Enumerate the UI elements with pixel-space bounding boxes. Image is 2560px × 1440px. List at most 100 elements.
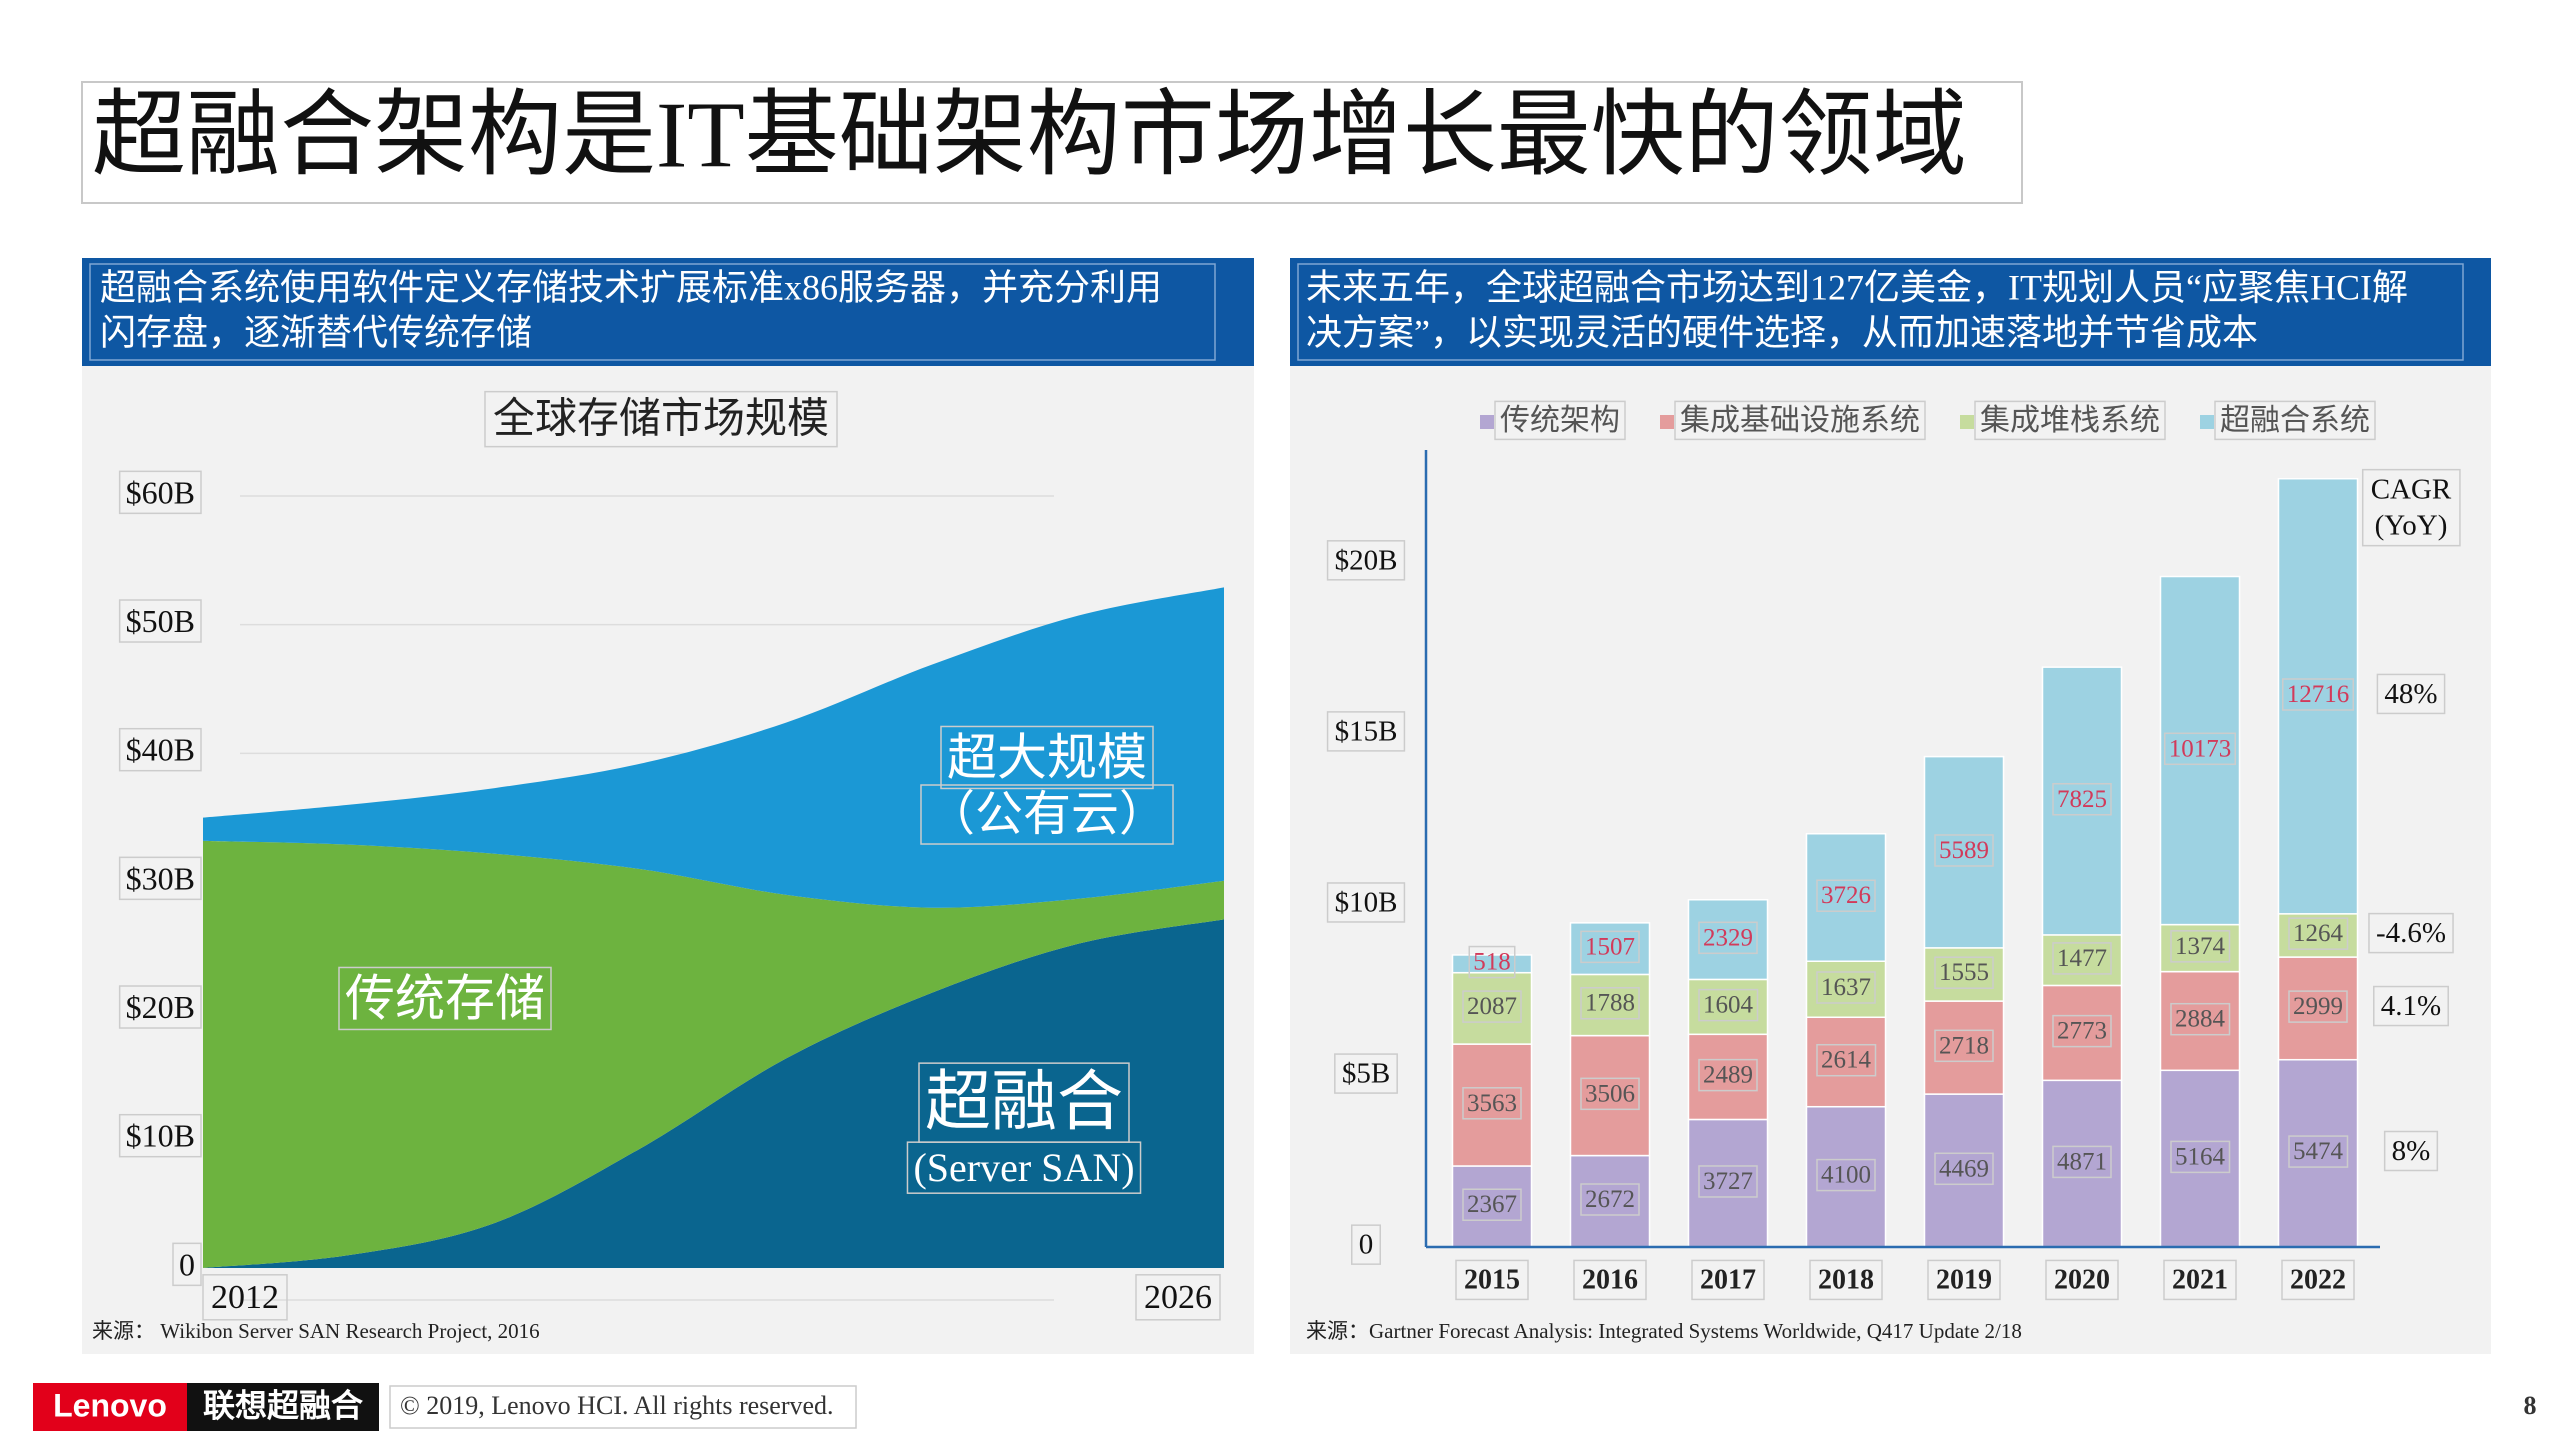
value-label: 7825 <box>2057 786 2107 813</box>
label-frame <box>1455 1259 1529 1301</box>
label-frame <box>1691 1259 1765 1301</box>
logo-brand-box <box>33 1383 187 1431</box>
legend-label: 传统架构 <box>1500 404 1620 437</box>
label-frame <box>2052 783 2112 816</box>
x-tick-label: 2012 <box>211 1279 279 1316</box>
label-frame <box>2170 1002 2231 1036</box>
bar-segment <box>1805 833 1887 963</box>
label-frame <box>1816 1043 1877 1077</box>
y-tick-label: $10B <box>1335 886 1398 918</box>
label-frame <box>1934 834 1994 867</box>
bar-segment <box>2159 1069 2241 1248</box>
label-frame <box>2383 1130 2439 1172</box>
label-frame <box>2045 1259 2119 1301</box>
bar-segment <box>1569 1034 1651 1157</box>
header-line: 未来五年，全球超融合市场达到127亿美金，IT规划人员“应聚焦HCI解 <box>1306 267 2408 307</box>
x-tick-label: 2018 <box>1818 1264 1874 1295</box>
bar-segment <box>1569 1154 1651 1248</box>
label-frame <box>2282 678 2354 711</box>
area <box>203 919 1224 1268</box>
label-frame <box>2163 1259 2237 1301</box>
x-tick-label: 2026 <box>1144 1279 1212 1316</box>
label-frame <box>2052 1014 2112 1048</box>
legend-label: 集成堆栈系统 <box>1980 404 2160 437</box>
label-frame <box>118 470 202 515</box>
page-number: 8 <box>2524 1391 2537 1420</box>
value-label: 1477 <box>2057 945 2107 972</box>
label-frame <box>1698 988 1759 1022</box>
title-box <box>81 81 2023 204</box>
label-frame <box>202 1274 288 1321</box>
area <box>203 587 1224 908</box>
x-tick-label: 2019 <box>1936 1264 1992 1295</box>
label-frame <box>2170 930 2231 963</box>
value-label: 2489 <box>1703 1062 1753 1089</box>
value-label: 2773 <box>2057 1018 2107 1045</box>
cagr-title: CAGR <box>2371 474 2452 506</box>
value-label: 5474 <box>2293 1138 2344 1165</box>
value-label: 1788 <box>1585 990 1635 1017</box>
bar-segment <box>2159 970 2241 1072</box>
label-frame <box>1816 879 1876 912</box>
label-frame <box>1494 400 1626 441</box>
value-label: 3726 <box>1821 882 1871 909</box>
x-tick-label: 2022 <box>2290 1264 2346 1295</box>
cagr-label: 48% <box>2384 678 2437 710</box>
label-frame <box>1326 711 1406 752</box>
value-label: 2718 <box>1939 1032 1989 1059</box>
cagr-title: (YoY) <box>2375 510 2448 542</box>
label-frame <box>1580 1077 1640 1111</box>
label-frame <box>118 1113 202 1158</box>
cagr-label: 4.1% <box>2381 990 2441 1022</box>
series-label: 传统存储 <box>345 970 545 1026</box>
bar-segment <box>1569 973 1651 1037</box>
bar-segment <box>1805 960 1887 1019</box>
value-label: 2884 <box>2175 1006 2226 1033</box>
label-frame <box>2288 1135 2349 1168</box>
value-label: 4100 <box>1821 1162 1871 1189</box>
label-frame <box>1462 990 1522 1023</box>
bar-segment <box>1451 1043 1533 1167</box>
x-tick-label: 2020 <box>2054 1264 2110 1295</box>
header-line: 闪存盘，逐渐替代传统存储 <box>100 312 532 352</box>
y-tick-label: 0 <box>179 1246 195 1282</box>
cagr-label: -4.6% <box>2376 917 2446 949</box>
label-frame <box>2288 917 2349 950</box>
y-tick-label: $5B <box>1342 1058 1390 1090</box>
label-frame <box>2376 673 2446 715</box>
label-frame <box>1674 400 1926 441</box>
value-label: 2329 <box>1703 924 1753 951</box>
label-frame <box>1698 921 1758 955</box>
label-frame <box>2373 985 2449 1027</box>
legend-label: 集成基础设施系统 <box>1680 404 1920 437</box>
label-frame <box>1334 1053 1398 1094</box>
left-header <box>82 258 1254 366</box>
legend-swatch <box>1960 415 1974 429</box>
y-tick-label: $10B <box>126 1118 195 1154</box>
bar-segment <box>2041 666 2123 936</box>
label-frame <box>1934 1029 1994 1063</box>
series-label: 超融合 <box>925 1066 1123 1139</box>
label-frame <box>1816 971 1876 1004</box>
label-frame <box>906 1141 1142 1194</box>
label-frame <box>1934 956 1994 989</box>
label-frame <box>1351 1224 1381 1265</box>
copyright-box <box>389 1385 857 1429</box>
label-frame <box>338 966 552 1031</box>
y-tick-label: $30B <box>126 860 195 896</box>
y-tick-label: $40B <box>126 732 195 768</box>
slide-title: 超融合架构是IT基础架构市场增长最快的领域 <box>92 84 1967 188</box>
label-frame <box>1580 1183 1640 1216</box>
bar-segment <box>1451 1165 1533 1248</box>
bar-segment <box>1923 1000 2005 1095</box>
label-frame <box>2368 912 2454 954</box>
value-label: 3727 <box>1703 1168 1753 1195</box>
legend-swatch <box>1480 415 1494 429</box>
cagr-title-frame <box>2361 468 2461 547</box>
chart-title: 全球存储市场规模 <box>493 396 829 443</box>
label-frame <box>484 390 838 448</box>
label-frame <box>1468 945 1516 979</box>
value-label: 2614 <box>1821 1047 1872 1074</box>
